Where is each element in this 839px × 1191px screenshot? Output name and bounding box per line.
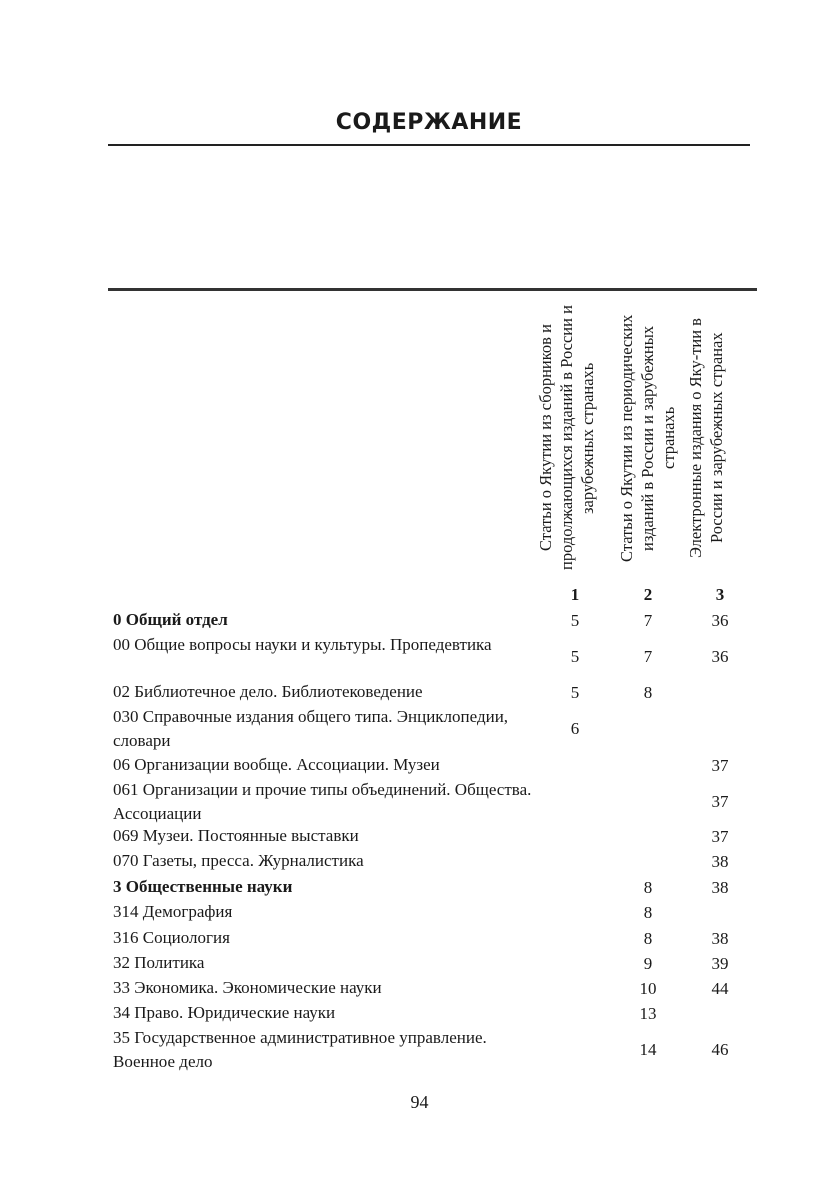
page-number: 94 <box>410 1092 429 1112</box>
page-ref-col1: 5 <box>570 610 580 630</box>
page-ref-col2: 14 <box>639 1040 657 1059</box>
page-title: СОДЕРЖАНИЕ <box>335 110 523 135</box>
page-ref-col3: 37 <box>711 792 729 811</box>
page-ref-col3: 44 <box>711 978 729 998</box>
page-ref-col1: 5 <box>570 647 580 666</box>
page-ref-col3: 36 <box>711 647 729 666</box>
row-label: 030 Справочные издания общего типа. Энци… <box>113 707 509 750</box>
column-header-1: Статьи о Якутии из сборников и продолжаю… <box>536 305 597 571</box>
page-ref-col2: 7 <box>643 647 653 666</box>
table-row: 34 Право. Юридические науки 13 <box>113 1001 753 1026</box>
column-number-1: 1 <box>570 585 580 604</box>
row-label: 02 Библиотечное дело. Библиотековедение <box>113 682 423 701</box>
row-label: 33 Экономика. Экономические науки <box>113 978 382 997</box>
page-ref-col1: 6 <box>570 719 580 738</box>
table-row: 061 Организации и прочие типы объединени… <box>113 778 753 826</box>
page-ref-col3: 37 <box>711 755 729 775</box>
page-ref-col3: 39 <box>711 953 729 973</box>
row-label: 070 Газеты, пресса. Журналистика <box>113 851 364 870</box>
table-row: 35 Государственное административное упра… <box>113 1026 753 1074</box>
page-ref-col2: 8 <box>643 928 653 948</box>
table-row: 316 Социология 8 38 <box>113 926 753 951</box>
row-label: 06 Организации вообще. Ассоциации. Музеи <box>113 755 440 774</box>
row-label: 061 Организации и прочие типы объединени… <box>113 780 532 823</box>
column-header-2: Статьи о Якутии из периодических изданий… <box>617 314 678 562</box>
page-ref-col3: 38 <box>711 851 729 871</box>
row-label: 00 Общие вопросы науки и культуры. Пропе… <box>113 635 492 654</box>
page-ref-col3: 46 <box>711 1040 729 1059</box>
table-row: 0 Общий отдел 5 7 36 <box>113 608 753 633</box>
table-row: 069 Музеи. Постоянные выставки 37 <box>113 824 753 849</box>
page-ref-col2: 8 <box>643 682 653 702</box>
page-ref-col3: 36 <box>711 610 729 630</box>
row-label: 3 Общественные науки <box>113 877 293 896</box>
row-label: 34 Право. Юридические науки <box>113 1003 336 1022</box>
table-row: 06 Организации вообще. Ассоциации. Музеи… <box>113 753 753 778</box>
table-row: 00 Общие вопросы науки и культуры. Пропе… <box>113 633 753 681</box>
page-ref-col2: 9 <box>643 953 653 973</box>
row-label: 32 Политика <box>113 953 205 972</box>
table-row: 314 Демография 8 <box>113 900 753 925</box>
row-label: 069 Музеи. Постоянные выставки <box>113 826 359 845</box>
column-number-2: 2 <box>643 585 653 604</box>
table-row: 33 Экономика. Экономические науки 10 44 <box>113 976 753 1001</box>
column-number-3: 3 <box>715 585 725 604</box>
table-row: 3 Общественные науки 8 38 <box>113 875 753 900</box>
table-row: 030 Справочные издания общего типа. Энци… <box>113 705 753 753</box>
page-ref-col2: 8 <box>643 902 653 922</box>
table-row: 070 Газеты, пресса. Журналистика 38 <box>113 849 753 874</box>
page-ref-col2: 13 <box>639 1003 657 1023</box>
page-ref-col1: 5 <box>570 682 580 702</box>
page-ref-col3: 38 <box>711 928 729 948</box>
row-label: 35 Государственное административное упра… <box>113 1028 487 1071</box>
table-top-rule <box>108 288 757 291</box>
page-ref-col2: 10 <box>639 978 657 998</box>
row-label: 316 Социология <box>113 928 230 947</box>
column-header-3: Электронные издания о Яку-тии в России и… <box>686 318 726 558</box>
page-ref-col2: 8 <box>643 877 653 897</box>
page-ref-col2: 7 <box>643 610 653 630</box>
page-ref-col3: 37 <box>711 826 729 846</box>
table-row: 02 Библиотечное дело. Библиотековедение 5… <box>113 680 753 705</box>
title-rule <box>108 144 750 146</box>
row-label: 0 Общий отдел <box>113 610 228 629</box>
table-row: 32 Политика 9 39 <box>113 951 753 976</box>
page-ref-col3: 38 <box>711 877 729 897</box>
row-label: 314 Демография <box>113 902 233 921</box>
